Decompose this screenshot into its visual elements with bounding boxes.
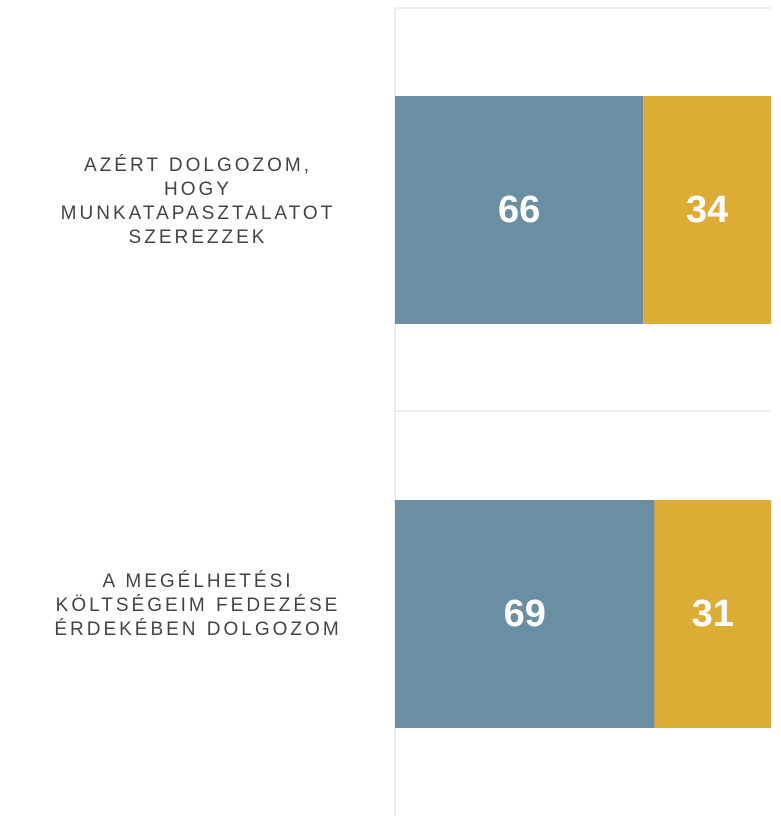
category-label: MUNKATAPASZTALATOT [61,203,336,224]
category-label: SZEREZZEK [129,227,268,248]
category-label: AZÉRT DOLGOZOM, [84,155,312,176]
category-label: A MEGÉLHETÉSI [102,571,293,592]
category-label: KÖLTSÉGEIM FEDEZÉSE [56,595,341,616]
bar-segment [395,96,644,324]
data-label: 66 [498,189,540,231]
bar-segment [654,500,771,728]
bar-segment [643,96,771,324]
data-label: 31 [692,593,734,635]
data-label: 34 [686,189,728,231]
category-label: HOGY [164,179,232,200]
bar-segment [395,500,655,728]
data-label: 69 [504,593,546,635]
category-label: ÉRDEKÉBEN DOLGOZOM [54,619,341,640]
